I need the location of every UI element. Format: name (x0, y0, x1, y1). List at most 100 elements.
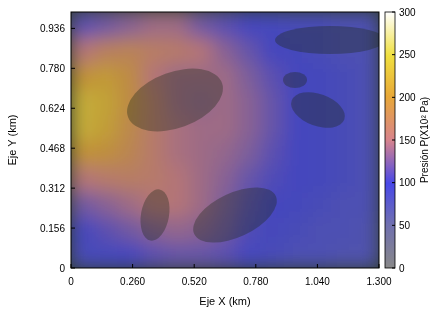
heatmap-cell (213, 242, 238, 268)
heatmap-cell (307, 140, 332, 167)
colorbar-tick-label: 150 (399, 135, 416, 146)
colorbar-tick-label: 0 (399, 263, 405, 274)
island (137, 187, 174, 243)
heatmap-cell (165, 12, 190, 38)
heatmap-cell (284, 191, 309, 218)
heatmap-cell (355, 242, 379, 268)
islands (118, 26, 379, 254)
x-tick-label: 1.300 (366, 276, 391, 287)
heatmap-cell (118, 37, 143, 64)
y-tick (71, 68, 75, 69)
x-tick-label: 0.520 (182, 276, 207, 287)
y-tick-label: 0.312 (40, 183, 65, 194)
heatmap-cell (331, 165, 356, 192)
x-tick-label: 0.260 (120, 276, 145, 287)
heatmap-cell (71, 88, 95, 115)
heatmap-cell (71, 114, 95, 141)
island (275, 26, 379, 54)
heatmap-cell (94, 165, 119, 192)
x-tick (379, 264, 380, 268)
heatmap-cell (355, 216, 379, 243)
heatmap-cell (213, 165, 238, 192)
heatmap-cell (71, 63, 95, 90)
y-tick-label: 0.156 (40, 223, 65, 234)
y-axis-label: Eje Y (km) (6, 115, 18, 166)
heatmap-cell (142, 37, 167, 64)
y-tick (71, 228, 75, 229)
island (118, 57, 231, 144)
heatmap-cell (236, 140, 261, 167)
y-tick (71, 108, 75, 109)
heatmap-cell (355, 114, 379, 141)
x-tick (194, 264, 195, 268)
island (286, 85, 350, 134)
heatmap-cell (94, 63, 119, 90)
heatmap-cell (307, 63, 332, 90)
y-tick (71, 188, 75, 189)
heatmap-cell (355, 63, 379, 90)
heatmap-cell (189, 140, 214, 167)
x-tick (255, 264, 256, 268)
heatmap-cell (213, 12, 238, 38)
chart: 00.2600.5200.7801.0401.30000.1560.3120.4… (0, 0, 437, 325)
heatmap-cell (260, 165, 285, 192)
y-tick (71, 28, 75, 29)
colorbar-tick-label: 300 (399, 7, 416, 18)
heatmap-cell (260, 63, 285, 90)
plot-area (71, 12, 379, 268)
heatmap-cell (284, 63, 309, 90)
colorbar-label: Presión P(X10² Pa) (419, 97, 430, 183)
heatmap-cell (236, 242, 261, 268)
heatmap-cell (236, 63, 261, 90)
plot-frame (71, 12, 379, 268)
heatmap-cell (307, 165, 332, 192)
heatmap-cell (118, 12, 143, 38)
heatmap-cell (331, 242, 356, 268)
heatmap-cell (260, 242, 285, 268)
heatmap-cell (71, 37, 95, 64)
heatmap-cell (189, 242, 214, 268)
heatmap-cell (94, 37, 119, 64)
colorbar-tick-label: 50 (399, 220, 411, 231)
heatmap-cell (331, 191, 356, 218)
heatmap-cell (213, 114, 238, 141)
y-tick-label: 0.624 (40, 103, 65, 114)
heatmap-cell (71, 140, 95, 167)
heatmap-cell (331, 216, 356, 243)
heatmap-cell (142, 12, 167, 38)
y-tick-label: 0.780 (40, 63, 65, 74)
heatmap-cell (118, 140, 143, 167)
heatmap-cell (118, 191, 143, 218)
heatmap-cell (284, 165, 309, 192)
colorbar-tick (392, 54, 395, 55)
heatmap-cell (355, 140, 379, 167)
heatmap-cell (355, 165, 379, 192)
heatmap-cell (284, 242, 309, 268)
heatmap-cell (165, 216, 190, 243)
heatmap-cell (331, 63, 356, 90)
heatmap-cell (118, 63, 143, 90)
heatmap-cell (307, 191, 332, 218)
heatmap-cell (189, 12, 214, 38)
colorbar-tick (392, 140, 395, 141)
heatmap-cell (236, 114, 261, 141)
heatmap-cell (71, 191, 95, 218)
heatmap-cell (142, 165, 167, 192)
heatmap-cell (355, 88, 379, 115)
heatmap-cell (142, 140, 167, 167)
heatmap-cell (94, 12, 119, 38)
heatmap-cell (165, 140, 190, 167)
x-axis-label: Eje X (km) (199, 295, 250, 307)
heatmap-cell (94, 242, 119, 268)
y-tick (71, 268, 75, 269)
x-tick-label: 0.780 (243, 276, 268, 287)
x-tick (317, 264, 318, 268)
heatmap-cell (355, 191, 379, 218)
heatmap-cell (189, 165, 214, 192)
colorbar-tick-label: 100 (399, 177, 416, 188)
heatmap-cell (71, 242, 95, 268)
x-tick (71, 264, 72, 268)
heatmap-cell (71, 216, 95, 243)
heatmap-cell (118, 242, 143, 268)
heatmap-cell (189, 37, 214, 64)
